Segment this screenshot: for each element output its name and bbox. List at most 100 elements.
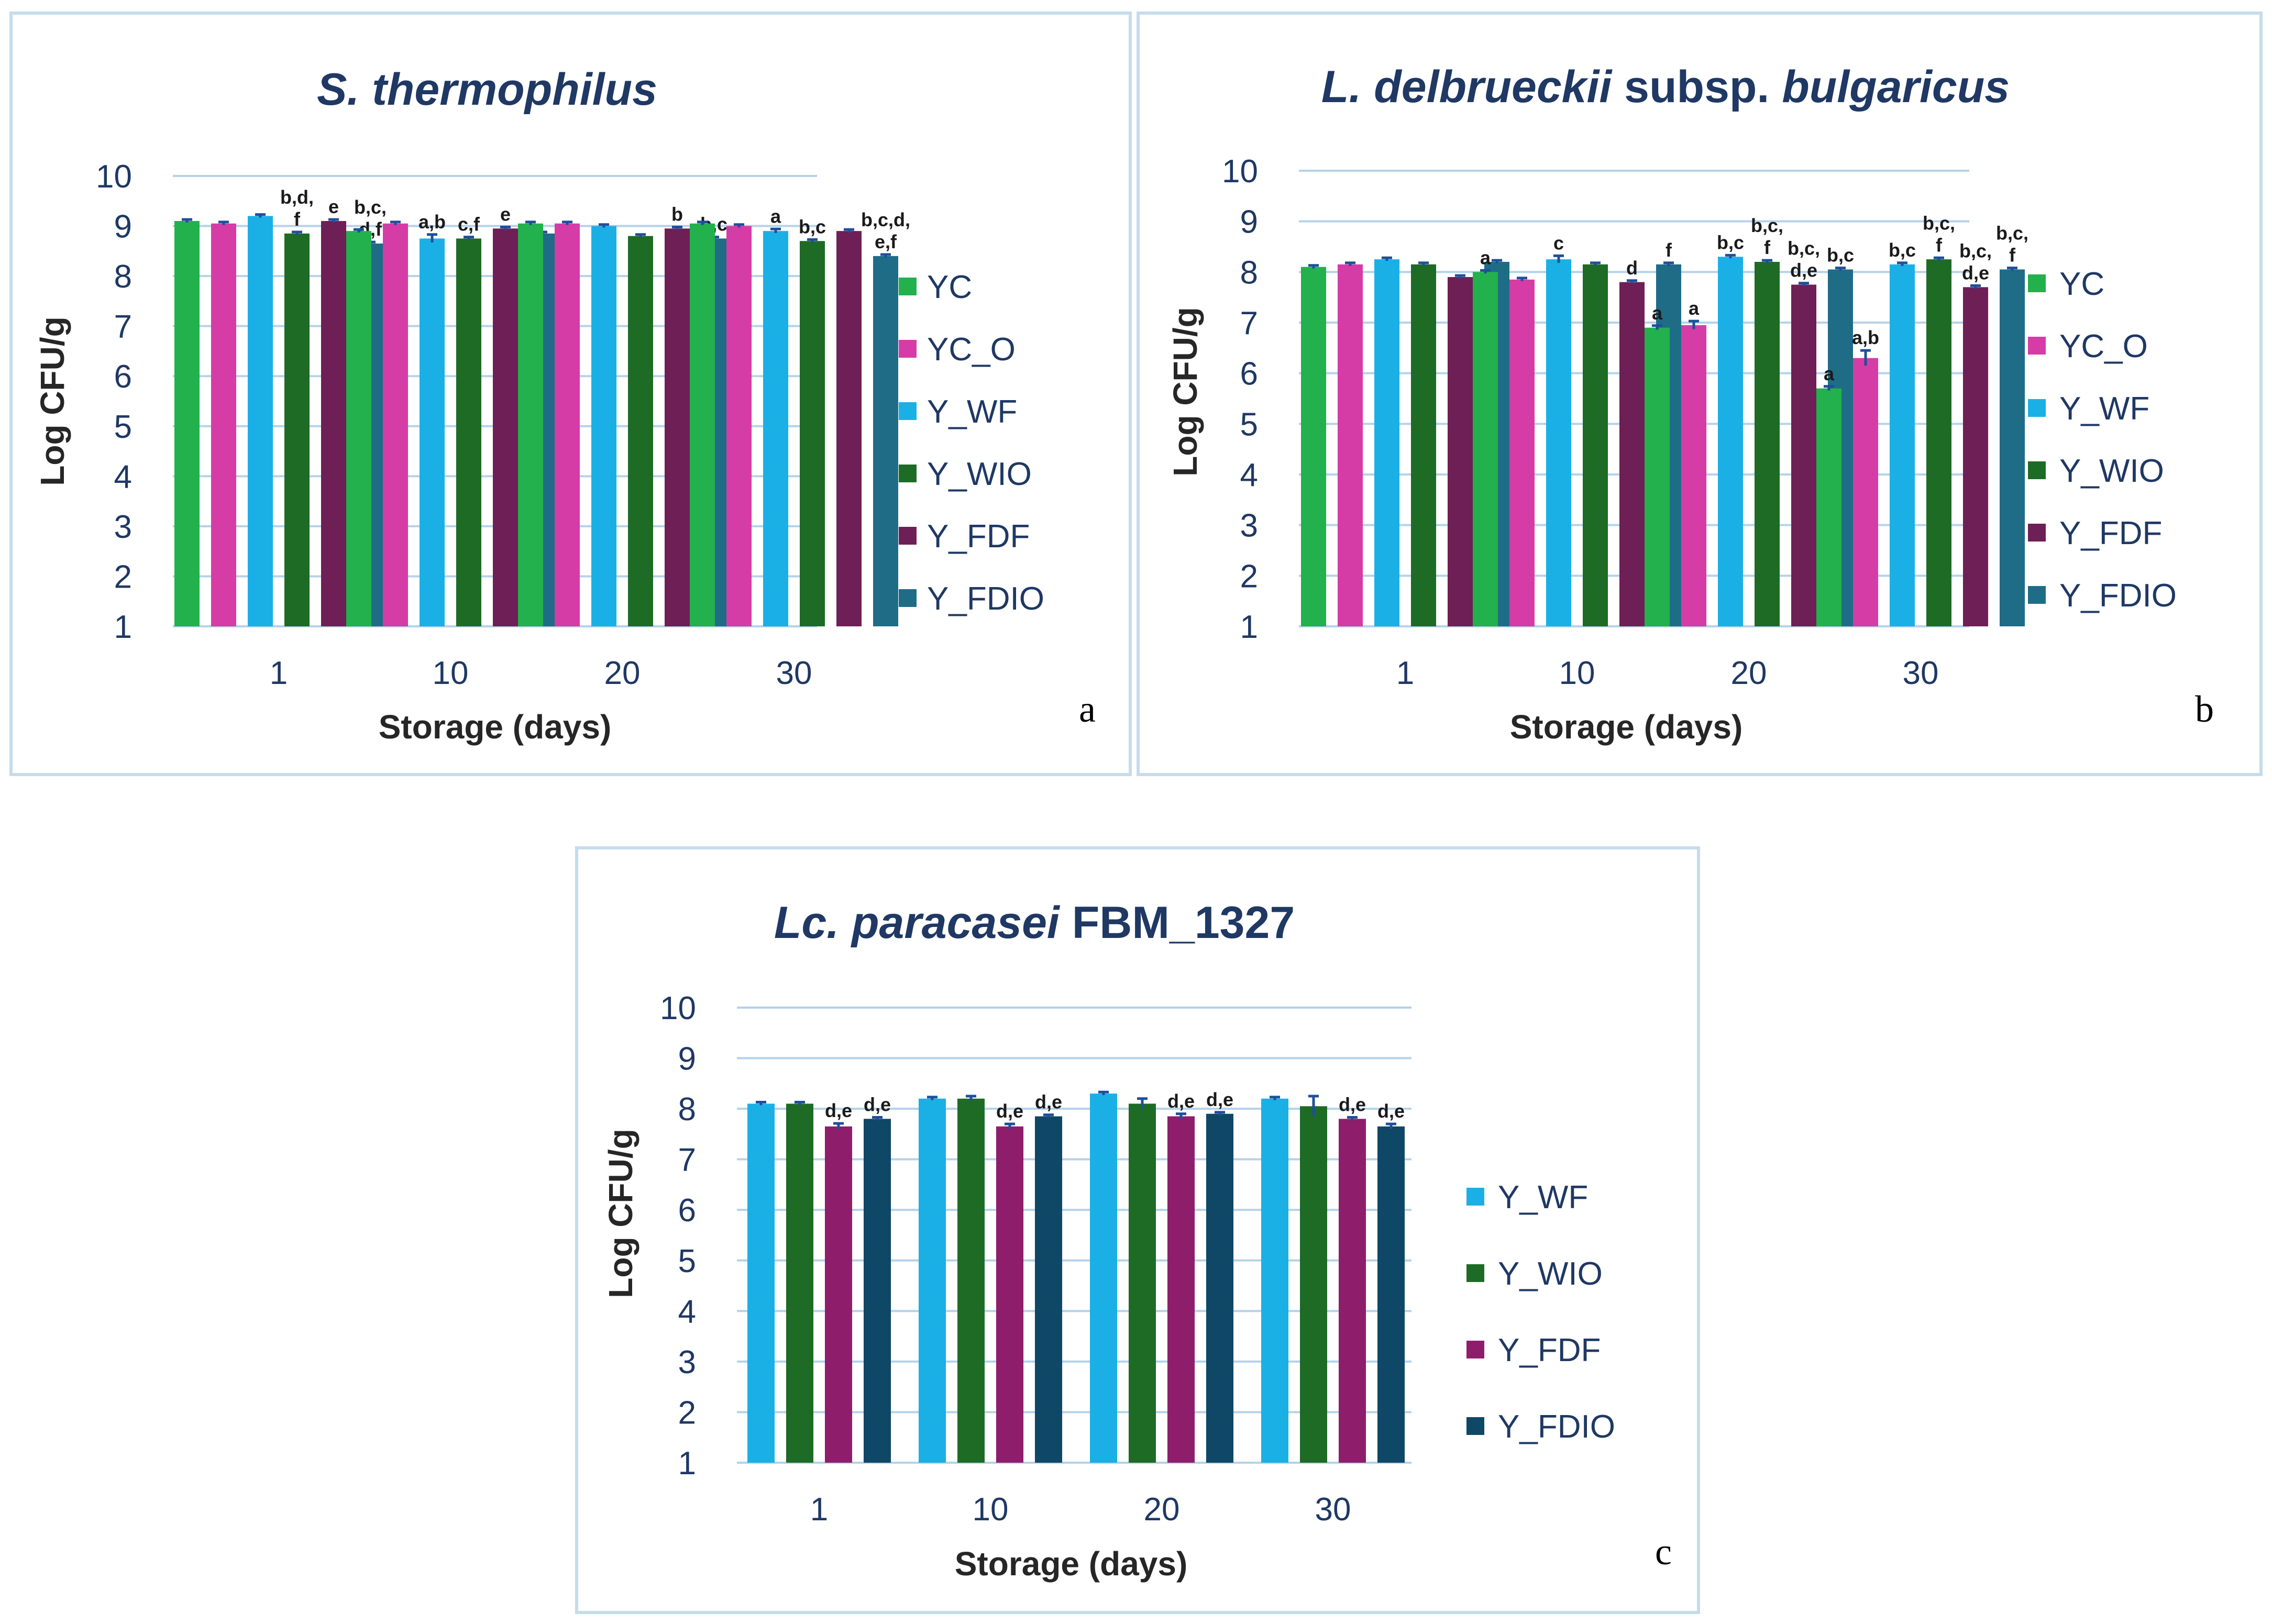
chart-c-significance-label: d,e <box>864 1094 891 1115</box>
chart-b-bar-yc <box>1816 388 1841 626</box>
chart-b-y-tick-label: 10 <box>1222 153 1258 190</box>
chart-a-x-tick-label: 20 <box>604 655 641 691</box>
chart-b-bar-y-wio <box>1755 262 1780 626</box>
chart-c-y-tick-label: 8 <box>678 1091 696 1128</box>
chart-b-bar-yc <box>1301 267 1326 627</box>
chart-b-y-tick-label: 5 <box>1240 406 1258 443</box>
chart-b-bar-y-wio <box>1926 259 1951 627</box>
chart-c-x-tick-label: 10 <box>973 1492 1009 1528</box>
chart-c-legend-label: Y_WF <box>1498 1179 1588 1216</box>
chart-a-bar-y-fdf <box>321 221 346 626</box>
chart-b-significance-label: a <box>1824 363 1835 384</box>
chart-b-significance-label: b,c <box>1889 239 1916 261</box>
chart-a-legend-swatch <box>899 278 917 295</box>
chart-b-bar-yc <box>1473 272 1498 626</box>
chart-b-bar-yc-o <box>1338 264 1363 626</box>
chart-c-panel-letter: c <box>1655 1531 1672 1573</box>
chart-c-y-tick-label: 10 <box>660 990 696 1026</box>
chart-b-panel-letter: b <box>2195 688 2214 730</box>
chart-c-bar-y-fdf <box>1167 1116 1195 1463</box>
chart-b-significance-label: b,c, <box>1959 240 1992 261</box>
chart-a-legend-swatch <box>899 465 917 482</box>
chart-c-bar-y-wio <box>1300 1106 1327 1463</box>
chart-c-y-tick-label: 9 <box>678 1041 696 1077</box>
chart-a-bar-y-wio <box>456 238 481 626</box>
chart-a-legend-label: YC_O <box>927 332 1016 368</box>
chart-a-significance-label: b,c <box>799 216 826 237</box>
chart-c-bar-y-wio <box>957 1098 985 1463</box>
chart-b-bar-y-wio <box>1583 264 1608 626</box>
chart-a-bar-y-fdf <box>665 228 690 626</box>
chart-b-legend-swatch <box>2028 399 2046 417</box>
chart-b-significance-label: f <box>1666 239 1672 261</box>
chart-a-legend-label: Y_FDF <box>927 518 1030 555</box>
chart-c-significance-label: d,e <box>1035 1091 1062 1113</box>
chart-c-y-tick-label: 2 <box>678 1395 696 1431</box>
chart-c-bar-y-fdio <box>1206 1113 1233 1463</box>
chart-a-legend-label: Y_FDIO <box>927 581 1044 617</box>
chart-c-x-tick-label: 1 <box>810 1492 828 1528</box>
chart-a-legend-label: YC <box>927 269 972 305</box>
chart-b-title: L. delbrueckii subsp. bulgaricus <box>1321 62 2010 112</box>
chart-c-x-axis-title: Storage (days) <box>955 1545 1188 1583</box>
chart-b-y-tick-label: 4 <box>1240 457 1258 493</box>
chart-c-bar-y-fdf <box>996 1126 1023 1463</box>
chart-a-significance-label: a,b <box>418 211 446 233</box>
chart-b-significance-label: a <box>1652 302 1663 324</box>
chart-b-significance-label: f <box>2009 245 2016 266</box>
chart-a-bar-y-fdio <box>873 256 898 626</box>
chart-a-y-tick-label: 10 <box>96 159 132 195</box>
chart-a-legend-swatch <box>899 340 917 358</box>
chart-b-y-tick-label: 8 <box>1240 255 1258 291</box>
chart-b-bar-yc <box>1645 327 1670 626</box>
chart-a-legend-label: Y_WF <box>927 394 1017 430</box>
chart-b-bar-yc-o <box>1681 325 1706 626</box>
chart-a-y-tick-label: 5 <box>114 409 132 445</box>
chart-b-significance-label: b,c, <box>1923 212 1955 234</box>
chart-b-legend-label: YC_O <box>2059 328 2148 364</box>
chart-b-bar-y-fdf <box>1448 277 1473 626</box>
chart-a-x-tick-label: 30 <box>776 655 812 691</box>
chart-a-bar-yc <box>690 223 715 626</box>
chart-b-y-tick-label: 1 <box>1240 609 1258 645</box>
chart-c-legend-swatch <box>1466 1188 1484 1206</box>
chart-a-x-tick-label: 10 <box>433 655 469 691</box>
chart-a-y-tick-label: 4 <box>114 459 132 495</box>
chart-b-significance-label: b,c, <box>1751 215 1783 236</box>
chart-c-y-tick-label: 3 <box>678 1344 696 1380</box>
chart-c-legend-label: Y_FDIO <box>1498 1409 1615 1445</box>
chart-c-bar-y-fdf <box>1339 1119 1366 1463</box>
chart-a-bar-yc-o <box>211 223 236 626</box>
chart-a-bar-y-fdf <box>836 231 862 627</box>
chart-c-bar-y-fdio <box>1035 1116 1062 1463</box>
chart-b-legend-label: Y_FDIO <box>2059 578 2177 614</box>
chart-b-legend-label: Y_FDF <box>2059 515 2162 551</box>
chart-c-significance-label: d,e <box>1167 1090 1195 1112</box>
chart-b-significance-label: b,c, <box>1996 223 2028 244</box>
chart-b-x-tick-label: 30 <box>1903 655 1939 691</box>
chart-b-x-tick-label: 10 <box>1559 655 1595 691</box>
chart-b-significance-label: a,b <box>1852 327 1879 348</box>
chart-a-significance-label: f <box>294 208 301 230</box>
chart-a-bar-y-wf <box>248 216 273 626</box>
chart-c-significance-label: d,e <box>1206 1089 1233 1110</box>
chart-b-significance-label: b,c, <box>1788 238 1820 259</box>
chart-a-bar-yc <box>346 231 371 627</box>
chart-b-y-tick-label: 9 <box>1240 204 1258 240</box>
chart-a-bar-y-wio <box>284 233 310 626</box>
chart-c-bar-y-fdf <box>825 1126 852 1463</box>
chart-c-title: Lc. paracasei FBM_1327 <box>774 898 1295 948</box>
chart-a-significance-label: e <box>328 196 339 217</box>
chart-c-y-tick-label: 5 <box>678 1243 696 1279</box>
chart-c-bar-y-wf <box>919 1098 946 1463</box>
chart-c-legend-swatch <box>1466 1264 1484 1282</box>
chart-a-significance-label: b,d, <box>280 186 314 208</box>
chart-b-bar-y-wf <box>1718 257 1743 626</box>
chart-a-y-tick-label: 3 <box>114 509 132 545</box>
chart-c-bar-y-wf <box>747 1103 775 1463</box>
chart-b-bar-y-wf <box>1374 259 1399 627</box>
chart-b-bar-y-wf <box>1890 264 1915 626</box>
chart-a-y-tick-label: 2 <box>114 559 132 595</box>
chart-a-y-axis-title: Log CFU/g <box>34 316 71 485</box>
